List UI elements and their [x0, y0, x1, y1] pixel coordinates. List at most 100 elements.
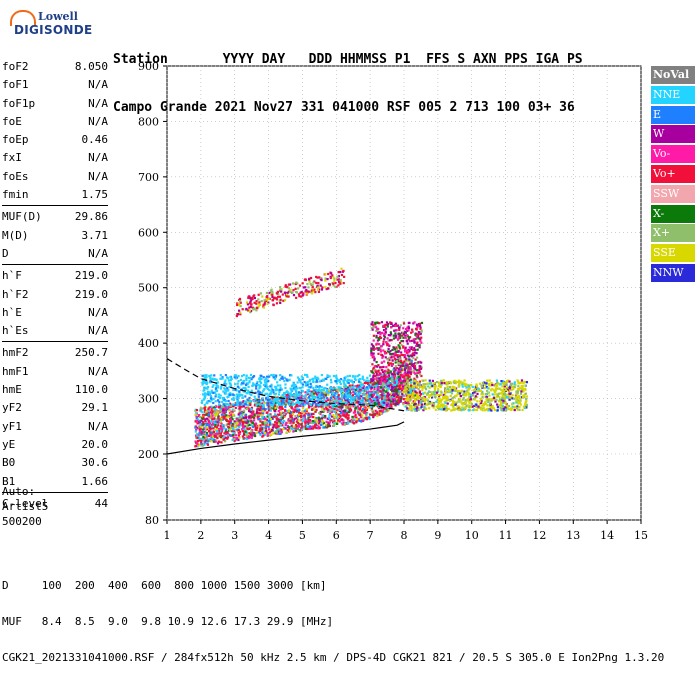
echo-point — [386, 404, 388, 406]
echo-point — [393, 371, 395, 373]
echo-point — [237, 394, 239, 396]
echo-point — [199, 430, 201, 432]
echo-point — [365, 417, 367, 419]
echo-point — [393, 355, 395, 357]
echo-point — [514, 409, 516, 411]
echo-point — [368, 384, 370, 386]
echo-point — [383, 338, 385, 340]
echo-point — [312, 397, 314, 399]
echo-point — [374, 322, 376, 324]
echo-point — [268, 409, 270, 411]
echo-point — [255, 385, 257, 387]
echo-point — [330, 397, 332, 399]
echo-point — [317, 378, 319, 380]
echo-point — [232, 414, 234, 416]
echo-point — [296, 402, 298, 404]
echo-point — [295, 391, 297, 393]
echo-point — [198, 432, 200, 434]
echo-point — [298, 391, 300, 393]
echo-point — [477, 405, 479, 407]
x-tick-label: 15 — [634, 529, 648, 542]
echo-point — [383, 397, 385, 399]
echo-point — [270, 399, 272, 401]
echo-point — [262, 410, 264, 412]
echo-point — [220, 374, 222, 376]
echo-point — [292, 394, 294, 396]
y-tick-label: 800 — [138, 115, 159, 128]
echo-point — [220, 433, 222, 435]
echo-point — [307, 416, 309, 418]
echo-point — [410, 381, 412, 383]
echo-point — [382, 371, 384, 373]
echo-point — [234, 383, 236, 385]
echo-point — [223, 403, 225, 405]
echo-point — [360, 392, 362, 394]
echo-point — [226, 403, 228, 405]
echo-point — [267, 395, 269, 397]
echo-point — [397, 338, 399, 340]
echo-point — [405, 337, 407, 339]
echo-point — [459, 392, 461, 394]
echo-point — [272, 432, 274, 434]
echo-point — [336, 392, 338, 394]
echo-point — [445, 402, 447, 404]
echo-point — [380, 345, 382, 347]
echo-point — [225, 433, 227, 435]
echo-point — [348, 411, 350, 413]
echo-point — [417, 349, 419, 351]
echo-point — [375, 371, 377, 373]
echo-point — [237, 383, 239, 385]
echo-point — [424, 392, 426, 394]
echo-point — [227, 434, 229, 436]
echo-point — [412, 349, 414, 351]
echo-point — [501, 385, 503, 387]
echo-point — [494, 409, 496, 411]
echo-point — [216, 390, 218, 392]
echo-point — [237, 386, 239, 388]
echo-point — [316, 390, 318, 392]
echo-point — [233, 432, 235, 434]
echo-point — [207, 444, 209, 446]
echo-point — [254, 398, 256, 400]
echo-point — [206, 402, 208, 404]
echo-point — [250, 374, 252, 376]
echo-point — [329, 387, 331, 389]
echo-point — [410, 332, 412, 334]
echo-point — [357, 396, 359, 398]
echo-point — [237, 380, 239, 382]
echo-point — [238, 413, 240, 415]
echo-point — [232, 434, 234, 436]
echo-point — [257, 384, 259, 386]
echo-point — [214, 378, 216, 380]
echo-point — [301, 429, 303, 431]
echo-point — [395, 365, 397, 367]
echo-point — [417, 333, 419, 335]
echo-point — [251, 385, 253, 387]
echo-point — [329, 410, 331, 412]
echo-point — [520, 393, 522, 395]
echo-point — [261, 392, 263, 394]
echo-point — [370, 323, 372, 325]
echo-point — [202, 416, 204, 418]
echo-point — [477, 390, 479, 392]
echo-point — [398, 351, 400, 353]
echo-point — [305, 395, 307, 397]
echo-point — [394, 332, 396, 334]
echo-point — [325, 421, 327, 423]
echo-point — [392, 387, 394, 389]
echo-point — [470, 384, 472, 386]
echo-point — [376, 412, 378, 414]
echo-point — [214, 424, 216, 426]
echo-point — [295, 430, 297, 432]
echo-point — [373, 359, 375, 361]
echo-point — [238, 436, 240, 438]
echo-point — [476, 409, 478, 411]
echo-point — [246, 392, 248, 394]
echo-point — [284, 406, 286, 408]
echo-point — [513, 383, 515, 385]
echo-point — [253, 417, 255, 419]
echo-point — [246, 434, 248, 436]
echo-point — [304, 374, 306, 376]
echo-point — [293, 425, 295, 427]
echo-point — [372, 383, 374, 385]
